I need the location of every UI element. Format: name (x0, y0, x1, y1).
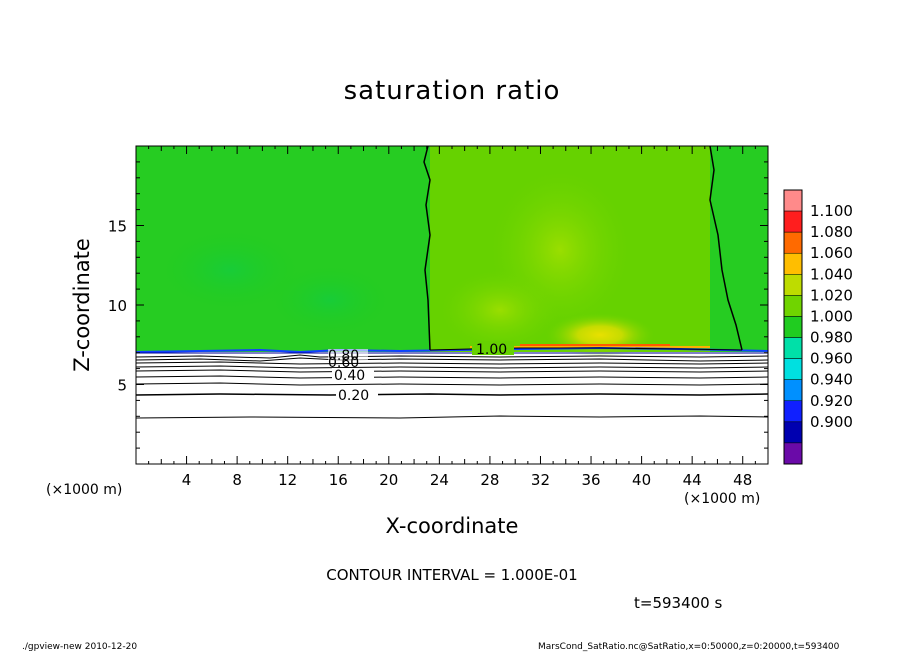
colorbar-frame (783, 189, 803, 465)
colorbar-segment (783, 358, 803, 380)
contour-labels: 1.00 0.80 0.60 0.40 0.20 (328, 341, 514, 404)
contour-1-right (709, 146, 743, 351)
contour-1-base (429, 347, 743, 351)
contour-06 (136, 365, 768, 369)
contour-04 (136, 375, 768, 379)
colorbar-segment (783, 231, 803, 254)
colorbar-segment (783, 274, 803, 296)
x-tick-label: 24 (430, 471, 449, 489)
colorbar-label: 1.060 (810, 244, 853, 262)
colorbar-segment (783, 210, 803, 233)
colorbar-segment (783, 189, 803, 212)
x-tick-label: 44 (683, 471, 702, 489)
contour-label-020: 0.20 (338, 388, 369, 404)
cool-patch-2 (270, 265, 390, 335)
x-tick-label: 12 (278, 471, 297, 489)
saturation-field (136, 146, 768, 464)
contour-08 (136, 357, 768, 362)
y-axis: 5 10 15 (108, 161, 768, 449)
x-tick-label: 40 (632, 471, 651, 489)
x-tick-label: 32 (531, 471, 550, 489)
colorbar-label: 1.020 (810, 286, 853, 304)
contour-01 (136, 415, 768, 419)
supersaturated-band-right (710, 146, 768, 352)
colorbar-segment (783, 316, 803, 338)
x-unit-label-right: (×1000 m) (684, 491, 761, 507)
x-tick-label: 4 (182, 471, 192, 489)
colorbar-label: 0.960 (810, 350, 853, 368)
contour-02 (136, 393, 768, 396)
colorbar-label: 0.900 (810, 413, 853, 431)
y-tick-label: 5 (117, 377, 127, 395)
x-tick-label: 16 (329, 471, 348, 489)
x-tick-label: 20 (379, 471, 398, 489)
x-unit-label-left: (×1000 m) (46, 482, 123, 498)
colorbar: 1.100 1.080 1.060 1.040 1.020 1.000 0.980 0.960… (783, 189, 853, 465)
colorbar-segment (783, 421, 803, 444)
time-label: t=593400 s (634, 594, 723, 612)
colorbar-segment (783, 295, 803, 317)
colorbar-label: 0.980 (810, 329, 853, 347)
colorbar-label: 1.100 (810, 202, 853, 220)
colorbar-label: 1.000 (810, 307, 853, 325)
x-axis: 4 8 12 16 20 24 28 32 36 40 44 48 (148, 146, 756, 489)
x-tick-label: 28 (480, 471, 499, 489)
contour-label-080: 0.80 (328, 348, 359, 364)
footer-left: ./gpview-new 2010-12-20 (22, 642, 138, 652)
colorbar-label: 1.080 (810, 223, 853, 241)
hot-strip (520, 344, 670, 347)
colorbar-segment (783, 379, 803, 402)
colorbar-segment (783, 400, 803, 423)
colorbar-label: 1.040 (810, 265, 853, 283)
contour-07 (136, 361, 768, 365)
chart-title: saturation ratio (343, 76, 561, 106)
warm-strip (470, 346, 710, 348)
x-axis-label: X-coordinate (385, 514, 519, 538)
contour-1-left (423, 146, 431, 351)
colorbar-label: 0.920 (810, 392, 853, 410)
colorbar-segment (783, 252, 803, 275)
contour-label-040: 0.40 (334, 368, 365, 384)
y-tick-label: 15 (108, 218, 127, 236)
contour-03 (136, 382, 768, 386)
cool-patch-1 (160, 230, 300, 310)
colorbar-segment (783, 337, 803, 359)
y-axis-label: Z-coordinate (70, 238, 94, 372)
x-tick-label: 8 (232, 471, 242, 489)
contour-label-100: 1.00 (476, 342, 507, 358)
contour-interval-text: CONTOUR INTERVAL = 1.000E-01 (326, 566, 578, 584)
contour-label-060: 0.60 (328, 355, 359, 371)
contour-05 (136, 369, 768, 373)
x-tick-label: 36 (581, 471, 600, 489)
warm-core (545, 313, 655, 357)
x-tick-label: 48 (733, 471, 752, 489)
colorbar-label: 0.940 (810, 371, 853, 389)
bright-patch-2 (440, 270, 560, 350)
y-tick-label: 10 (108, 297, 127, 315)
footer-right: MarsCond_SatRatio.nc@SatRatio,x=0:50000,… (538, 642, 840, 652)
colorbar-segment (783, 442, 803, 465)
